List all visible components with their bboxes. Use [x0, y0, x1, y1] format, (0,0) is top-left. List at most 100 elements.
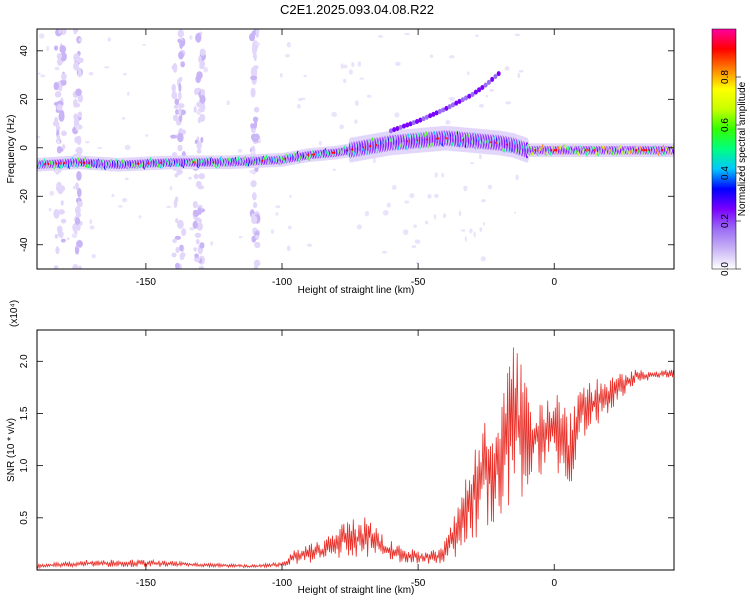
- spectrogram-speckle: [253, 65, 259, 70]
- spectrogram-speckle: [72, 185, 76, 190]
- spectrogram-branch: [401, 123, 406, 129]
- spectrogram-speckle: [349, 69, 353, 75]
- spectrogram-speckle: [341, 64, 348, 69]
- spectrogram-speckle: [381, 250, 388, 254]
- spectrogram-speckle: [46, 45, 50, 52]
- spectrogram-branch: [411, 120, 416, 126]
- spectrogram-speckle: [441, 172, 445, 178]
- spectrogram-speckle: [196, 110, 201, 115]
- spectrogram-speckle: [54, 66, 60, 71]
- spectrogram-branch: [454, 100, 459, 106]
- spectrogram-speckle: [194, 232, 202, 238]
- snr-panel: -150 -100 -50 0 0.5 1.0 1.5 2.0 Height of strai…: [6, 300, 675, 596]
- spectrogram-x-tick-label: -150: [136, 277, 156, 288]
- spectrogram-speckle: [487, 184, 493, 190]
- spectrogram-speckle: [250, 75, 257, 81]
- spectrogram-speckle: [193, 247, 197, 252]
- spectrogram-panel: -150 -100 -50 0 -40 -20 0 20 40 Height of straig…: [6, 28, 675, 296]
- colorbar-tick-label: 0.8: [720, 70, 731, 84]
- spectrogram-speckle: [485, 94, 488, 98]
- spectrogram-speckle: [461, 229, 466, 232]
- snr-y-tick-label: 1.0: [19, 458, 30, 472]
- spectrogram-speckle: [76, 187, 82, 198]
- spectrogram-speckle: [55, 246, 60, 255]
- spectrogram-speckle: [514, 211, 517, 214]
- spectrogram-branch: [460, 97, 465, 103]
- spectrogram-branch: [477, 87, 482, 93]
- spectrogram-speckle: [250, 123, 255, 129]
- spectrogram-speckle: [195, 238, 200, 245]
- spectrogram-branch: [467, 93, 472, 99]
- spectrogram-speckle: [59, 45, 67, 54]
- spectrogram-speckle: [250, 180, 257, 188]
- spectrogram-branch: [480, 84, 485, 90]
- spectrogram-speckle: [475, 34, 479, 37]
- snr-series-line: [37, 347, 674, 570]
- spectrogram-branch: [395, 125, 400, 131]
- spectrogram-speckle: [173, 104, 179, 109]
- spectrogram-branch: [447, 104, 452, 110]
- spectrogram-speckle: [188, 176, 192, 180]
- spectrogram-speckle: [78, 265, 82, 269]
- spectrogram-speckle: [169, 186, 173, 191]
- spectrogram-speckle: [469, 228, 473, 234]
- spectrogram-speckle: [339, 124, 344, 130]
- spectrogram-speckle: [39, 33, 45, 39]
- spectrogram-speckle: [253, 118, 258, 129]
- spectrogram-speckle: [253, 67, 258, 77]
- spectrogram-speckle: [55, 125, 61, 132]
- spectrogram-branch: [441, 107, 446, 113]
- spectrogram-speckle: [75, 88, 82, 97]
- snr-y-tick-label: 2.0: [19, 354, 30, 368]
- spectrogram-speckle: [121, 197, 128, 203]
- spectrogram-speckle: [255, 42, 261, 45]
- colorbar-tick-label: 0.4: [720, 166, 731, 180]
- spectrogram-speckle: [251, 192, 257, 201]
- spectrogram-speckle: [433, 213, 437, 220]
- colorbar-ramp: [712, 29, 736, 269]
- spectrogram-speckle: [198, 173, 206, 180]
- page-title: C2E1.2025.093.04.08.R22: [280, 2, 434, 17]
- spectrogram-branch: [405, 122, 410, 128]
- spectrogram-speckle: [196, 101, 203, 108]
- spectrogram-speckle: [196, 148, 202, 154]
- spectrogram-speckle: [258, 138, 261, 144]
- spectrogram-speckle: [448, 96, 454, 101]
- spectrogram-speckle: [73, 53, 80, 62]
- colorbar-frame: [711, 28, 737, 270]
- spectrogram-speckle: [181, 252, 186, 258]
- spectrogram-speckle: [175, 109, 180, 115]
- spectrogram-speckle: [91, 253, 96, 259]
- spectrogram-branch: [415, 119, 420, 125]
- spectrogram-speckle: [198, 55, 202, 63]
- spectrogram-speckle: [251, 43, 258, 53]
- spectrogram-speckle: [74, 205, 81, 215]
- spectrogram-speckle: [252, 201, 258, 209]
- spectrogram-speckle: [433, 193, 439, 198]
- spectrogram-speckle: [373, 157, 376, 164]
- spectrogram-speckle: [170, 134, 177, 139]
- spectrogram-speckle: [478, 154, 482, 160]
- spectrogram-speckle: [54, 91, 62, 98]
- spectrogram-speckle: [395, 61, 401, 67]
- spectrogram-speckle: [409, 193, 415, 199]
- spectrogram-speckle: [56, 140, 61, 144]
- spectrogram-speckle: [253, 52, 257, 62]
- spectrogram-branch: [473, 89, 478, 95]
- spectrogram-speckle: [275, 205, 281, 209]
- spectrogram-speckle: [138, 215, 142, 219]
- spectrogram-speckle: [178, 106, 182, 117]
- spectrogram-speckle: [73, 61, 79, 71]
- spectrogram-speckle: [279, 73, 283, 78]
- spectrogram-speckle: [77, 111, 83, 118]
- spectrogram-branch: [398, 124, 403, 130]
- spectrogram-speckle: [171, 252, 177, 258]
- spectrogram-speckle: [331, 112, 338, 118]
- spectrogram-y-axis-title: Frequency (Hz): [6, 115, 17, 184]
- spectrogram-speckle: [118, 205, 123, 208]
- spectrogram-speckle: [73, 98, 78, 108]
- spectrogram-branch: [486, 79, 491, 85]
- spectrogram-branch: [388, 128, 393, 134]
- spectrogram-speckle: [40, 74, 46, 78]
- spectrogram-speckle: [77, 70, 82, 78]
